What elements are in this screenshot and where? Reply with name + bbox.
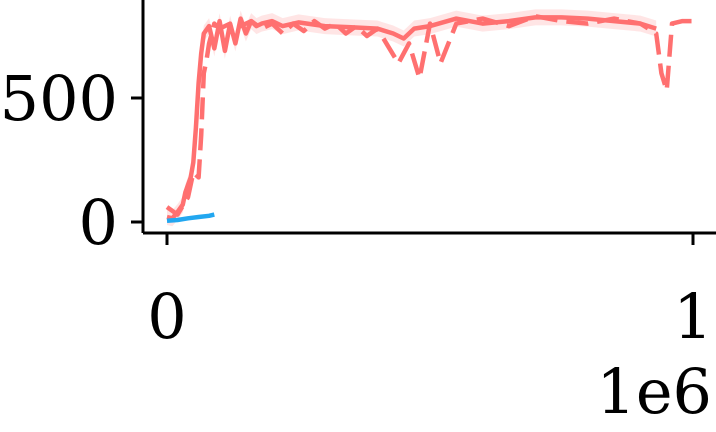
series-1-line	[165, 13, 693, 217]
series-0-line	[166, 15, 657, 221]
x-tick-label: 1	[673, 280, 712, 353]
series-0-band	[167, 9, 657, 227]
y-tick-label: 0	[79, 186, 118, 259]
series-layer	[165, 13, 693, 224]
x-scale-label: 1e6	[596, 355, 712, 428]
y-ticks: 0 500	[0, 62, 143, 259]
x-tick-label: 0	[147, 280, 186, 353]
y-tick-label: 500	[0, 62, 118, 135]
plot-area	[165, 9, 693, 227]
band-layer	[167, 9, 657, 227]
series-2-line	[166, 212, 215, 224]
